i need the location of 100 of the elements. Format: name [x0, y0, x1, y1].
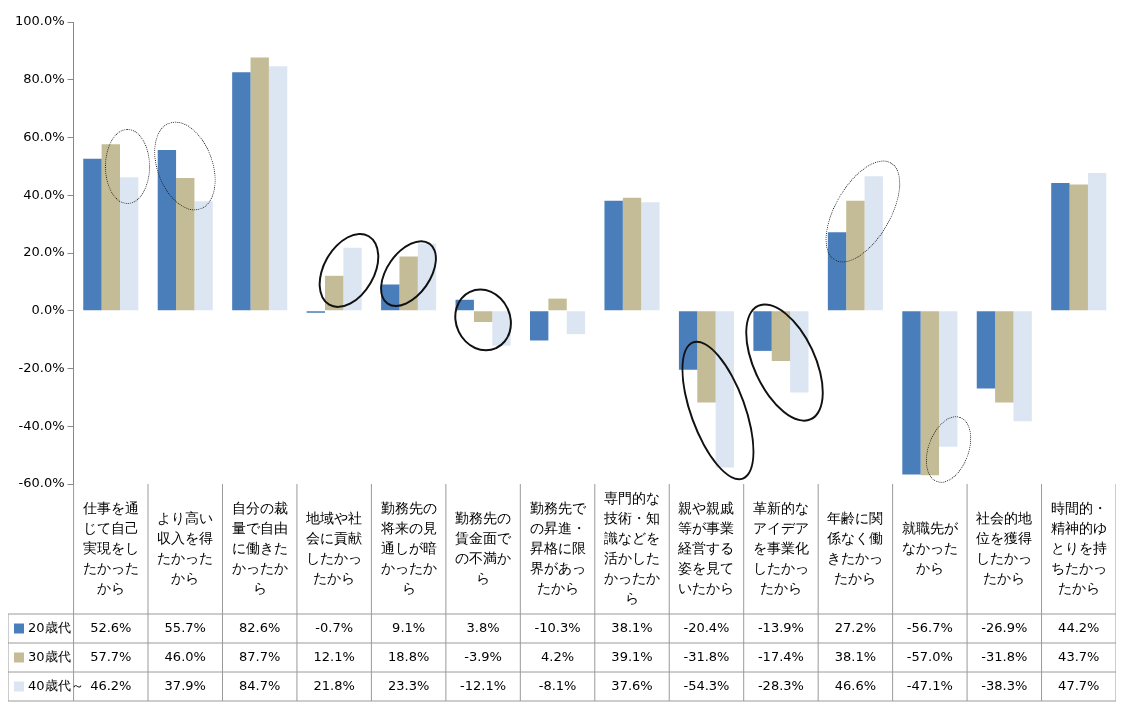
bar: [697, 311, 716, 403]
data-label: 37.6%: [611, 677, 653, 693]
bar: [641, 202, 660, 311]
x-tick-label: 専門的な技術・知識などを活かしたかったから: [603, 489, 661, 606]
data-label: -47.1%: [906, 677, 953, 693]
bar: [268, 66, 288, 311]
bar: [548, 298, 567, 311]
y-tick-label: 80.0%: [23, 71, 65, 87]
data-label: -31.8%: [981, 648, 1028, 664]
data-label: 82.6%: [239, 619, 281, 635]
y-tick-label: 0.0%: [31, 302, 65, 318]
bar: [1069, 184, 1088, 311]
data-label: 46.6%: [834, 677, 877, 693]
bar: [83, 158, 102, 311]
data-label: 43.7%: [1058, 648, 1100, 664]
x-tick-label: 仕事を通じて自己実現をしたかったから: [81, 499, 139, 596]
bar: [771, 311, 791, 361]
data-label: -57.0%: [906, 648, 953, 664]
legend-label: 40歳代～: [28, 677, 84, 693]
data-label: 44.2%: [1058, 619, 1100, 635]
bar: [920, 311, 940, 476]
bar: [473, 311, 493, 323]
x-tick-label: 時間的・精神的ゆとりを持ちたかったから: [1050, 499, 1107, 596]
bar: [622, 197, 642, 311]
data-label: -0.7%: [315, 619, 354, 635]
data-label: 12.1%: [313, 648, 355, 664]
data-label: -10.3%: [534, 619, 581, 635]
data-label: -26.9%: [981, 619, 1028, 635]
y-tick-label: 20.0%: [23, 244, 65, 260]
y-tick-label: -60.0%: [18, 475, 65, 491]
bar: [939, 311, 958, 447]
x-tick-label: より高い収入を得たかったから: [157, 509, 214, 586]
data-label: -56.7%: [906, 619, 953, 635]
bar: [250, 57, 269, 311]
y-tick-label: 100.0%: [14, 13, 65, 29]
bar: [790, 311, 809, 393]
bar: [101, 144, 120, 311]
data-label: 9.1%: [392, 619, 426, 635]
data-label: -54.3%: [683, 677, 730, 693]
x-tick-label: 勤務先の将来の見通しが暗かったから: [379, 499, 437, 596]
data-label: 27.2%: [834, 619, 877, 635]
y-tick-label: -20.0%: [18, 359, 65, 375]
bar: [827, 232, 847, 311]
bar: [530, 311, 549, 341]
bar: [194, 201, 213, 311]
data-label: 3.8%: [466, 619, 500, 635]
bar: [176, 177, 195, 311]
data-label: -38.3%: [981, 677, 1028, 693]
bar: [119, 177, 139, 311]
data-label: 23.3%: [387, 677, 430, 693]
bar: [1013, 311, 1032, 422]
x-tick-label: 地域や社会に貢献したかったから: [305, 509, 363, 586]
data-label: -17.4%: [757, 648, 804, 664]
bar: [1051, 183, 1070, 311]
data-label: -8.1%: [538, 677, 577, 693]
bar: [399, 256, 418, 311]
bar: [604, 200, 623, 311]
data-label: 84.7%: [239, 677, 281, 693]
x-tick-label: 自分の裁量で自由に働きたかったから: [231, 499, 288, 596]
data-label: -20.4%: [683, 619, 730, 635]
bar: [995, 311, 1014, 403]
data-label: 18.8%: [387, 648, 430, 664]
x-tick-label: 就職先がなかったから: [901, 519, 959, 576]
bar: [753, 311, 772, 351]
data-label: -13.9%: [757, 619, 804, 635]
data-label: 57.7%: [90, 648, 132, 664]
bar: [232, 72, 251, 311]
x-tick-label: 親や親戚等が事業経営する姿を見ていたから: [677, 499, 735, 596]
bar: [864, 176, 883, 311]
data-label: 4.2%: [541, 648, 575, 664]
x-tick-label: 勤務先での昇進・昇格に限界があったから: [529, 499, 587, 596]
x-tick-label: 年齢に関係なく働きたかったから: [826, 509, 884, 586]
legend-label: 30歳代: [28, 648, 71, 664]
data-label: -3.9%: [464, 648, 502, 664]
data-label: 39.1%: [611, 648, 653, 664]
data-label: 38.1%: [611, 619, 653, 635]
data-label: 46.0%: [164, 648, 206, 664]
data-label: 38.1%: [834, 648, 877, 664]
data-label: 87.7%: [239, 648, 281, 664]
bar: [157, 149, 177, 311]
x-tick-label: 革新的なアイデアを事業化したかったから: [752, 499, 809, 596]
bar: [976, 311, 996, 389]
data-label: -28.3%: [757, 677, 804, 693]
bar: [846, 200, 865, 311]
data-label: 46.2%: [90, 677, 132, 693]
bar: [902, 311, 921, 475]
data-label: 52.6%: [90, 619, 132, 635]
bar: [566, 311, 586, 335]
data-label: 47.7%: [1058, 677, 1100, 693]
data-label: 21.8%: [313, 677, 355, 693]
x-tick-label: 社会的地位を獲得したかったから: [976, 509, 1033, 586]
data-label: 37.9%: [164, 677, 206, 693]
data-label: -31.8%: [683, 648, 730, 664]
bar: [1087, 173, 1107, 311]
x-tick-label: 勤務先の賃金面での不満から: [455, 509, 513, 586]
bar: [715, 311, 735, 468]
data-label: -12.1%: [460, 677, 507, 693]
y-tick-label: 40.0%: [23, 186, 65, 202]
y-tick-label: -40.0%: [18, 417, 65, 433]
legend-label: 20歳代: [28, 619, 71, 635]
